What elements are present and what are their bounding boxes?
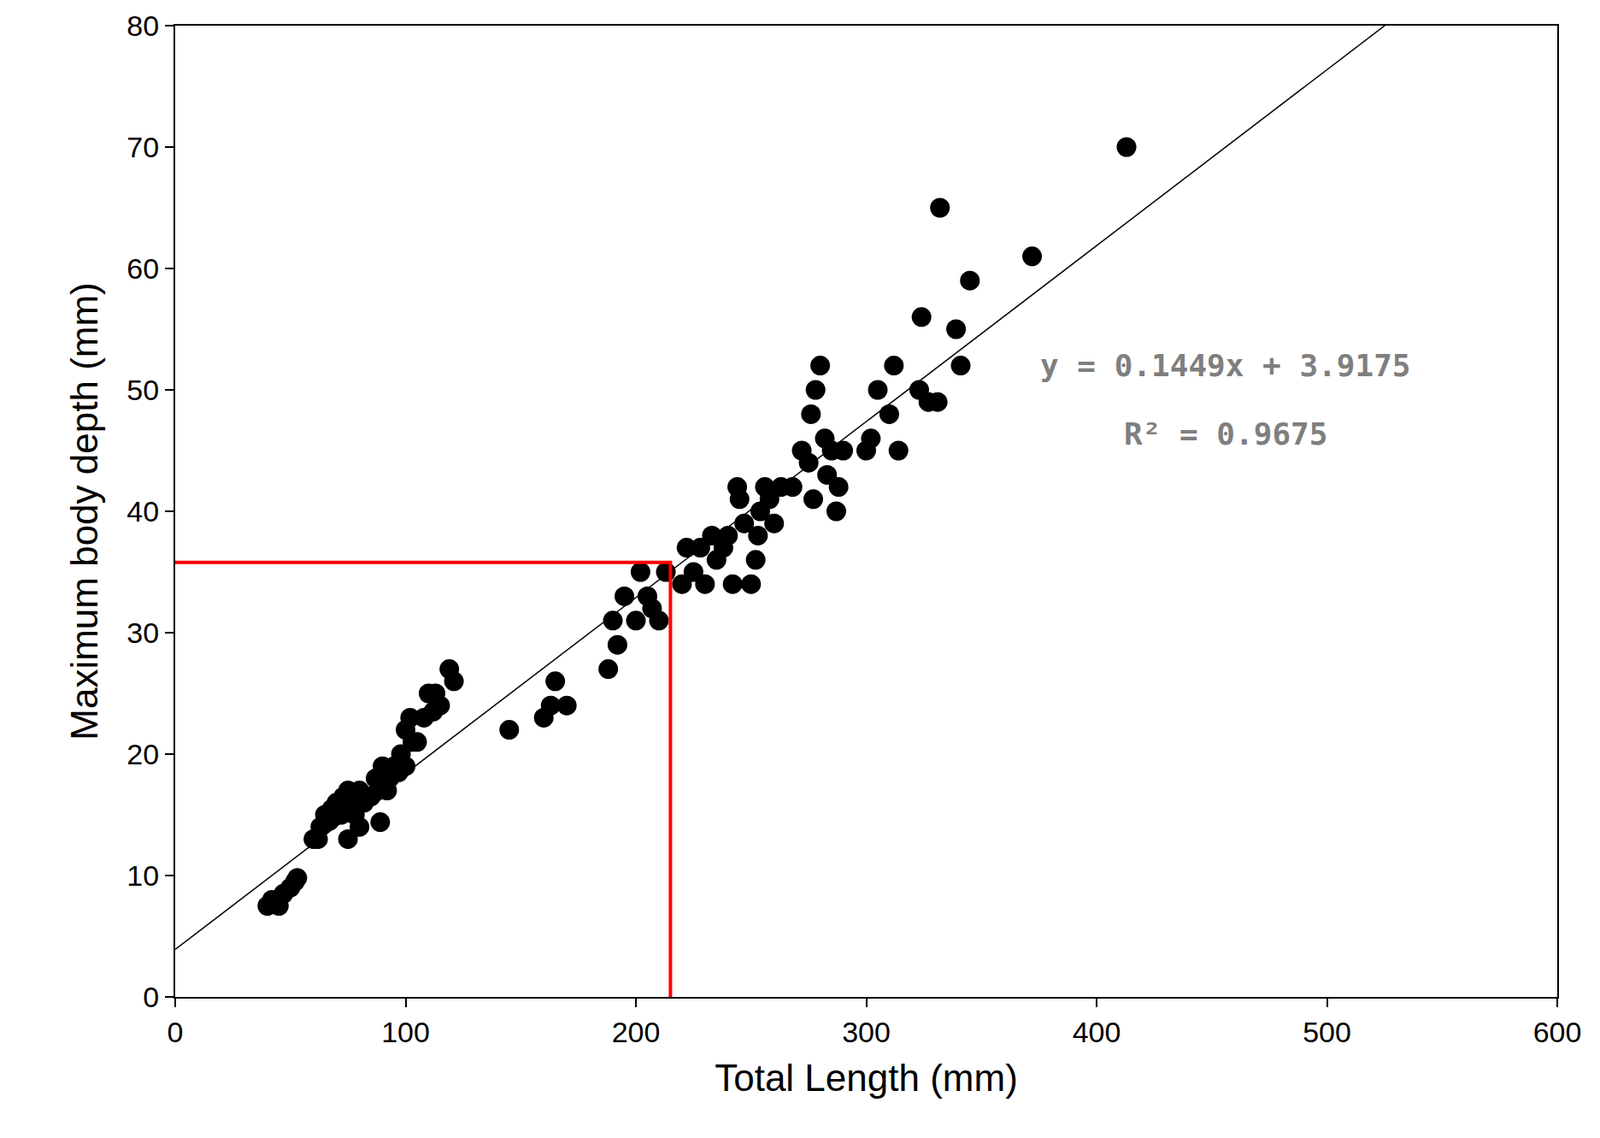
svg-text:80: 80	[126, 9, 159, 42]
svg-text:10: 10	[126, 858, 159, 892]
svg-text:0: 0	[167, 1015, 184, 1048]
svg-text:30: 30	[126, 616, 159, 649]
svg-text:20: 20	[126, 737, 159, 771]
svg-text:Total Length (mm): Total Length (mm)	[714, 1056, 1018, 1099]
svg-text:60: 60	[126, 252, 159, 285]
svg-text:100: 100	[381, 1015, 430, 1048]
svg-text:y = 0.1449x + 3.9175: y = 0.1449x + 3.9175	[1040, 347, 1411, 383]
svg-text:0: 0	[142, 980, 159, 1013]
svg-text:200: 200	[611, 1015, 661, 1048]
svg-text:50: 50	[126, 373, 159, 406]
svg-text:Maximum body depth (mm): Maximum body depth (mm)	[63, 282, 106, 740]
svg-text:R² = 0.9675: R² = 0.9675	[1123, 416, 1328, 452]
svg-text:600: 600	[1533, 1015, 1583, 1048]
svg-text:300: 300	[841, 1015, 891, 1048]
svg-text:500: 500	[1302, 1015, 1352, 1048]
svg-text:40: 40	[126, 494, 159, 528]
svg-text:400: 400	[1072, 1015, 1122, 1048]
svg-text:70: 70	[126, 130, 159, 164]
